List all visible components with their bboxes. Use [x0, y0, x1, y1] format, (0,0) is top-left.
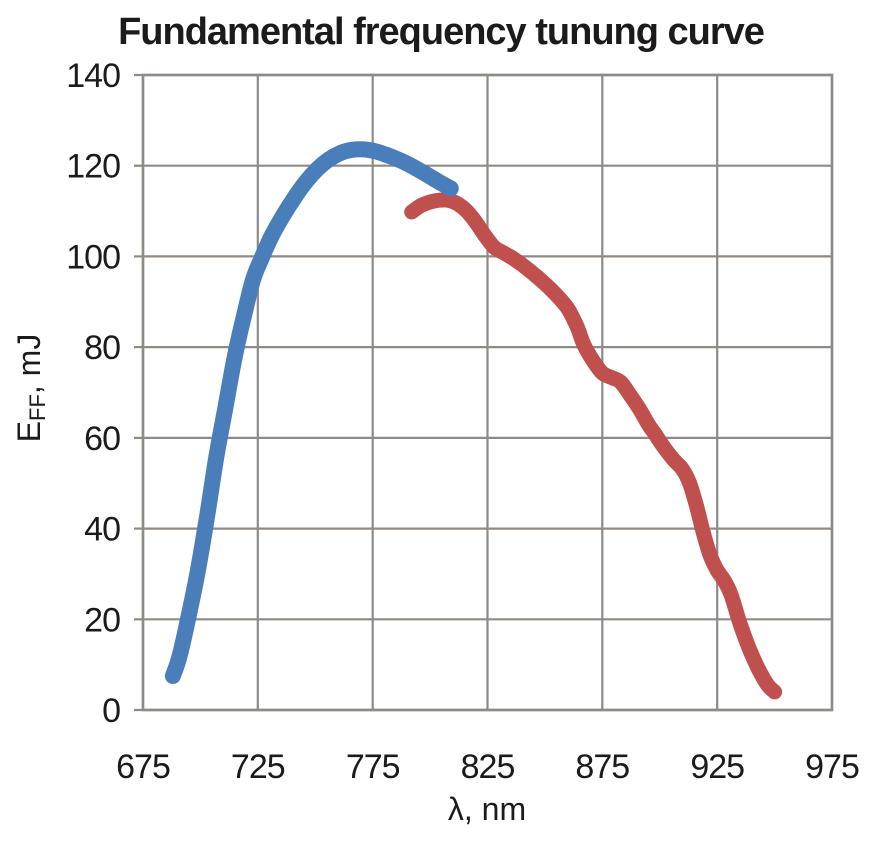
y-axis-label-subscript: FF: [25, 394, 50, 421]
x-tick-label: 675: [116, 748, 170, 786]
y-axis-label: EFF, mJ: [11, 334, 50, 443]
x-axis-label: λ, nm: [448, 791, 526, 827]
y-tick-label: 0: [102, 692, 120, 730]
blue-curve: [164, 141, 459, 684]
x-tick-label: 825: [461, 748, 515, 786]
x-tick-label: 725: [231, 748, 285, 786]
y-tick-label: 80: [84, 329, 120, 367]
chart-title: Fundamental frequency tunung curve: [118, 11, 764, 53]
data-series: [164, 141, 783, 700]
y-tick-label: 40: [84, 511, 120, 549]
y-axis-tick-labels: 0 20 40 60 80 100 120 140: [66, 57, 121, 730]
y-axis-label-units: , mJ: [11, 334, 47, 394]
y-axis-tick-marks: [134, 73, 143, 712]
y-tick-label: 120: [66, 148, 120, 186]
y-axis-label-symbol: E: [11, 421, 47, 442]
x-tick-label: 975: [805, 748, 859, 786]
y-tick-label: 100: [66, 238, 120, 276]
x-tick-label: 775: [346, 748, 400, 786]
svg-text:EFF, mJ: EFF, mJ: [11, 334, 50, 443]
x-tick-label: 875: [575, 748, 629, 786]
x-tick-label: 925: [690, 748, 744, 786]
y-tick-label: 140: [66, 57, 120, 95]
gridlines: [141, 73, 834, 712]
y-tick-label: 20: [84, 601, 120, 639]
plot-border: [141, 73, 834, 712]
x-axis-tick-labels: 675 725 775 825 875 925 975: [116, 748, 860, 786]
red-curve: [404, 192, 783, 700]
y-tick-label: 60: [84, 420, 120, 458]
